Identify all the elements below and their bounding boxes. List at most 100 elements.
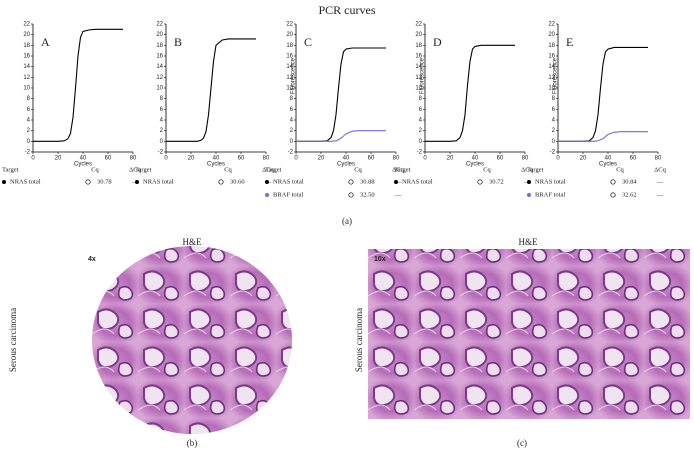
y-tick-label: 10 bbox=[156, 86, 163, 92]
y-tick-label: -2 bbox=[25, 150, 31, 156]
curve bbox=[296, 47, 386, 142]
y-tick-label: 4 bbox=[290, 118, 294, 124]
panel-caption: (b) bbox=[187, 438, 198, 448]
cq-marker bbox=[348, 179, 354, 185]
cq-value: 30.84 bbox=[622, 178, 637, 185]
x-axis-label: Cycles bbox=[466, 162, 484, 168]
panel-label: B bbox=[174, 35, 182, 49]
y-tick-label: 6 bbox=[552, 107, 556, 113]
cq-value: 32.50 bbox=[360, 191, 375, 198]
x-tick-label: 80 bbox=[655, 156, 662, 162]
legend-name: NRAS total bbox=[402, 178, 433, 185]
side-label: Serous carcinoma bbox=[8, 308, 18, 372]
x-tick-label: 60 bbox=[497, 156, 504, 162]
y-tick-label: 14 bbox=[286, 64, 293, 70]
legend-marker bbox=[527, 193, 531, 197]
curve bbox=[296, 130, 386, 142]
curve bbox=[425, 44, 515, 142]
stain-label: H&E bbox=[519, 237, 539, 247]
table-header: Cq bbox=[616, 166, 624, 173]
x-tick-label: 20 bbox=[318, 156, 325, 162]
x-tick-label: 0 bbox=[556, 156, 560, 162]
y-tick-label: 8 bbox=[160, 96, 164, 102]
table-header: ΔCq bbox=[392, 166, 405, 173]
y-tick-label: 12 bbox=[415, 75, 422, 81]
y-tick-label: 0 bbox=[419, 139, 423, 145]
y-tick-label: 2 bbox=[290, 128, 294, 134]
x-tick-label: 60 bbox=[238, 156, 245, 162]
y-tick-label: 0 bbox=[552, 139, 556, 145]
x-tick-label: 40 bbox=[605, 156, 612, 162]
x-tick-label: 20 bbox=[55, 156, 62, 162]
y-axis-label: Fluorescence bbox=[553, 57, 559, 94]
cq-marker bbox=[218, 179, 224, 185]
x-tick-label: 80 bbox=[522, 156, 529, 162]
table-header: Target bbox=[527, 166, 544, 173]
y-tick-label: 4 bbox=[160, 118, 164, 124]
y-tick-label: 22 bbox=[286, 22, 293, 28]
x-axis-label: Cycles bbox=[207, 162, 225, 168]
cq-value: 30.72 bbox=[489, 178, 504, 185]
table-header: Target bbox=[265, 166, 282, 173]
cq-value: 30.60 bbox=[230, 178, 245, 185]
y-tick-label: 12 bbox=[23, 75, 30, 81]
y-tick-label: 4 bbox=[27, 118, 31, 124]
y-tick-label: 8 bbox=[552, 96, 556, 102]
delta-cq: — bbox=[523, 178, 531, 185]
y-tick-label: 18 bbox=[23, 43, 30, 49]
cq-marker bbox=[610, 192, 616, 198]
histology-panel: H&E 4x Serous carcinoma (b) bbox=[8, 237, 302, 448]
y-axis-label: Fluorescence bbox=[420, 57, 426, 94]
x-tick-label: 20 bbox=[580, 156, 587, 162]
magnification: 10x bbox=[374, 256, 386, 263]
y-tick-label: 18 bbox=[286, 43, 293, 49]
y-tick-label: 8 bbox=[290, 96, 294, 102]
x-tick-label: 0 bbox=[423, 156, 427, 162]
y-tick-label: 8 bbox=[419, 96, 423, 102]
curve bbox=[33, 28, 123, 142]
cq-value: 30.78 bbox=[97, 178, 112, 185]
y-tick-label: 22 bbox=[548, 22, 555, 28]
y-tick-label: 10 bbox=[548, 86, 555, 92]
legend-name: BRAF total bbox=[273, 191, 303, 198]
panel-label: A bbox=[41, 35, 50, 49]
legend-marker bbox=[394, 180, 398, 184]
x-tick-label: 80 bbox=[263, 156, 270, 162]
y-tick-label: 22 bbox=[23, 22, 30, 28]
panel-caption: (c) bbox=[517, 438, 527, 448]
legend-marker bbox=[527, 180, 531, 184]
y-tick-label: 0 bbox=[160, 139, 164, 145]
x-axis-label: Cycles bbox=[74, 162, 92, 168]
x-tick-label: 20 bbox=[447, 156, 454, 162]
y-tick-label: 18 bbox=[548, 43, 555, 49]
x-tick-label: 40 bbox=[80, 156, 87, 162]
y-tick-label: -2 bbox=[158, 150, 164, 156]
legend-name: NRAS total bbox=[10, 178, 41, 185]
x-tick-label: 80 bbox=[393, 156, 400, 162]
cq-value: 32.62 bbox=[622, 191, 637, 198]
y-tick-label: 16 bbox=[415, 54, 422, 60]
table-header: Cq bbox=[224, 166, 232, 173]
y-tick-label: 0 bbox=[290, 139, 294, 145]
table-header: ΔCq bbox=[521, 166, 534, 173]
cq-marker bbox=[85, 179, 91, 185]
y-tick-label: -2 bbox=[550, 150, 556, 156]
delta-cq: — bbox=[131, 178, 139, 185]
y-tick-label: 20 bbox=[23, 32, 30, 38]
legend-marker bbox=[265, 180, 269, 184]
y-tick-label: 16 bbox=[548, 54, 555, 60]
y-tick-label: 16 bbox=[156, 54, 163, 60]
y-tick-label: 12 bbox=[548, 75, 555, 81]
legend-marker bbox=[265, 193, 269, 197]
table-header: Target bbox=[394, 166, 411, 173]
x-tick-label: 80 bbox=[130, 156, 137, 162]
table-header: Target bbox=[2, 166, 19, 173]
y-tick-label: 10 bbox=[415, 86, 422, 92]
y-tick-label: -2 bbox=[288, 150, 294, 156]
x-tick-label: 60 bbox=[630, 156, 637, 162]
